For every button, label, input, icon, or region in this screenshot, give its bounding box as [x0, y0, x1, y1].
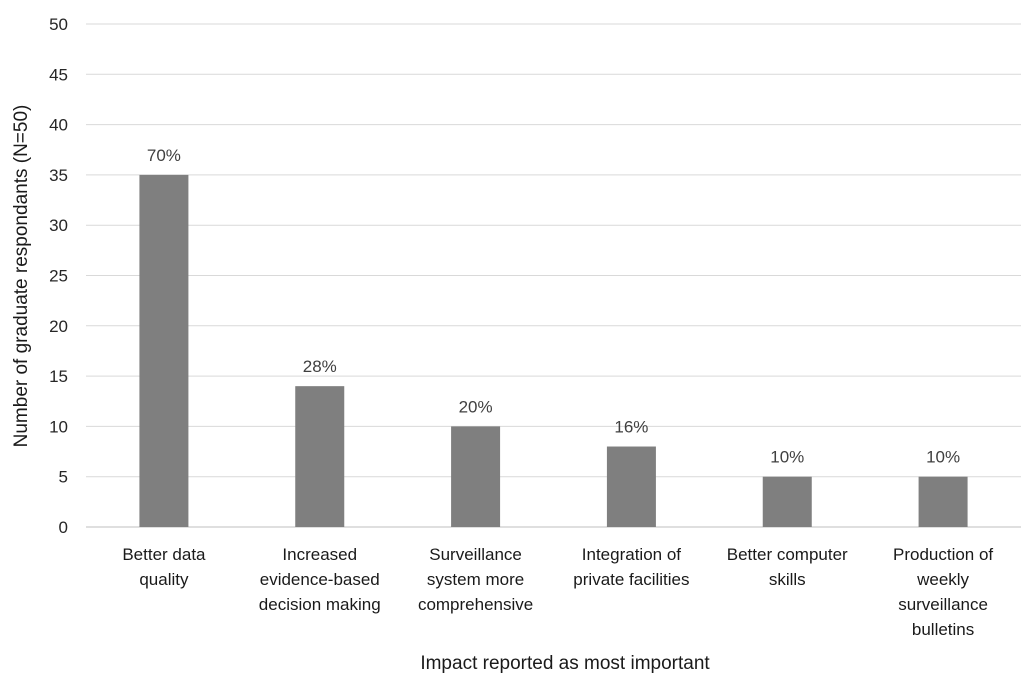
bar — [139, 174, 189, 527]
category-label-line: Better data — [122, 545, 206, 564]
category-label: Better computer skills — [727, 545, 848, 589]
y-tick-label: 20 — [49, 317, 68, 336]
y-tick-label: 0 — [59, 518, 68, 537]
y-tick-label: 10 — [49, 417, 68, 436]
category-label: Better data quality — [122, 545, 206, 589]
bar — [606, 446, 656, 527]
data-label: 16% — [614, 418, 648, 437]
data-label: 20% — [459, 397, 493, 416]
category-label: Production of weekly surveillance bulletins — [893, 545, 993, 639]
category-label-line: skills — [769, 570, 806, 589]
category-label-line: Production of — [893, 545, 993, 564]
bars — [139, 174, 968, 527]
y-tick-label: 15 — [49, 367, 68, 386]
bar — [451, 426, 501, 527]
y-axis-title: Number of graduate respondants (N=50) — [11, 105, 32, 448]
category-label-line: weekly — [916, 570, 969, 589]
data-label: 10% — [770, 448, 804, 467]
y-axis-ticks: 0 5 10 15 20 25 30 35 40 45 50 — [49, 15, 68, 537]
data-labels: 70% 28% 20% 16% 10% 10% — [147, 146, 960, 467]
y-tick-label: 25 — [49, 267, 68, 286]
data-label: 70% — [147, 146, 181, 165]
category-label-line: decision making — [259, 595, 381, 614]
category-label-line: Increased — [282, 545, 357, 564]
category-label: Surveillance system more comprehensive — [418, 545, 533, 614]
category-label-line: system more — [427, 570, 524, 589]
y-tick-label: 50 — [49, 15, 68, 34]
category-label-line: surveillance — [898, 595, 988, 614]
category-label-line: Surveillance — [429, 545, 522, 564]
category-label-line: evidence-based — [260, 570, 380, 589]
category-label: Increased evidence-based decision making — [259, 545, 381, 614]
y-tick-label: 30 — [49, 216, 68, 235]
y-tick-label: 40 — [49, 116, 68, 135]
bar — [918, 476, 968, 527]
y-tick-label: 35 — [49, 166, 68, 185]
gridlines — [86, 23, 1021, 528]
category-label-line: Integration of — [582, 545, 682, 564]
data-label: 28% — [303, 357, 337, 376]
category-label-line: private facilities — [573, 570, 689, 589]
category-label-line: quality — [139, 570, 189, 589]
data-label: 10% — [926, 448, 960, 467]
category-label: Integration of private facilities — [573, 545, 689, 589]
category-label-line: bulletins — [912, 620, 974, 639]
category-label-line: comprehensive — [418, 595, 533, 614]
bar — [295, 386, 345, 527]
x-axis-title: Impact reported as most important — [420, 653, 710, 674]
y-tick-label: 45 — [49, 65, 68, 84]
y-tick-label: 5 — [59, 468, 68, 487]
bar — [762, 476, 812, 527]
category-label-line: Better computer — [727, 545, 848, 564]
x-axis-categories: Better data quality Increased evidence-base… — [122, 545, 993, 639]
